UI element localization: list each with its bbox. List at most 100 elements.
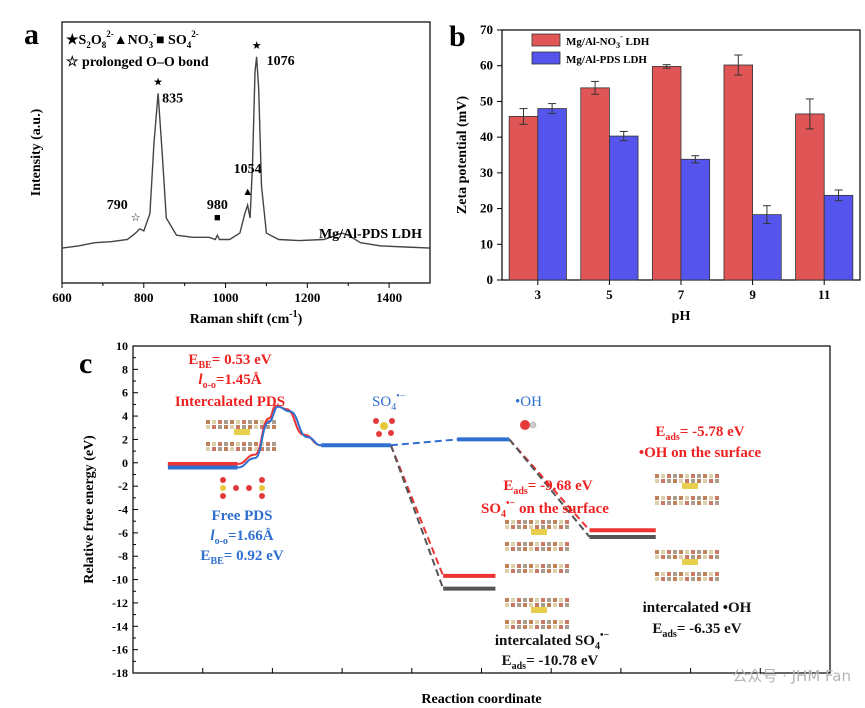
atom — [709, 555, 713, 559]
atom — [517, 542, 521, 546]
panel-b-zeta-chart: b 0 10 20 30 40 50 60 70 Zeta potential (mV) 3 5 7 9… — [449, 20, 861, 324]
atom — [547, 598, 551, 602]
y-tick-label: 10 — [480, 236, 493, 251]
atom — [505, 603, 509, 607]
label-eads-intercalated-oh-main: E — [652, 621, 662, 637]
atom — [517, 569, 521, 573]
atom — [206, 447, 210, 451]
atom — [559, 569, 563, 573]
oh-surface-structure — [655, 474, 719, 483]
atom — [511, 520, 515, 524]
label-eads-so4-surface: Eads= -9.68 eV — [503, 478, 592, 497]
intercalated-pds-structure — [206, 420, 276, 429]
legend-species-part: ■ SO — [156, 33, 187, 48]
atom — [691, 577, 695, 581]
label-eads-oh-surface: Eads= -5.78 eV — [655, 424, 744, 443]
label-ebe-free-sub: BE — [210, 556, 224, 567]
y-tick-label: 40 — [480, 129, 493, 144]
x-axis-label-main: Raman shift (cm — [190, 312, 290, 327]
atom — [685, 496, 689, 500]
label-ebe-intercalated-rest: = 0.53 eV — [212, 352, 272, 368]
label-loo-intercalated-rest: =1.45Å — [216, 372, 262, 388]
atom — [511, 620, 515, 624]
intercalated-so4-structure — [505, 598, 569, 607]
atom — [230, 425, 234, 429]
atom — [709, 550, 713, 554]
atom — [248, 447, 252, 451]
legend-prolonged-bond: ☆ prolonged O–O bond — [66, 54, 209, 70]
atom — [691, 496, 695, 500]
atom — [505, 598, 509, 602]
atom — [224, 420, 228, 424]
atom — [559, 620, 563, 624]
atom — [206, 425, 210, 429]
oh-surface-structure-molecule — [682, 483, 698, 489]
atom — [661, 555, 665, 559]
intercalated-oh-structure-molecule — [682, 559, 698, 565]
atom — [220, 485, 226, 491]
atom — [565, 520, 569, 524]
label-eads-so4-surface-rest: = -9.68 eV — [528, 478, 593, 494]
atom — [505, 569, 509, 573]
atom — [559, 564, 563, 568]
atom — [673, 555, 677, 559]
bar-pds — [537, 108, 567, 281]
atom — [553, 598, 557, 602]
label-loo-free-main: l — [210, 528, 215, 544]
label-so4-radical-sub: 4 — [391, 402, 396, 413]
atom — [661, 550, 665, 554]
atom — [553, 625, 557, 629]
label-so4-surface-sub: 4 — [501, 509, 506, 520]
x-tick-label: 5 — [606, 287, 613, 302]
label-intercalated-so4-main: intercalated SO — [495, 633, 595, 649]
atom — [541, 603, 545, 607]
legend-swatch — [531, 51, 561, 65]
atom — [667, 550, 671, 554]
atom — [697, 577, 701, 581]
atom — [547, 547, 551, 551]
bar-nitrate — [723, 64, 754, 281]
x-tick-label: 3 — [535, 287, 542, 302]
atom — [236, 447, 240, 451]
atom — [220, 493, 226, 499]
peak-label-790: 790 — [107, 198, 128, 213]
atom — [547, 564, 551, 568]
legend-label-rest: LDH — [623, 36, 650, 48]
atom — [673, 474, 677, 478]
atom — [655, 550, 659, 554]
atom — [272, 447, 276, 451]
atom — [254, 447, 258, 451]
x-axis-label: Reaction coordinate — [421, 692, 541, 707]
atom — [661, 577, 665, 581]
y-tick-label: 2 — [122, 432, 128, 446]
atom — [655, 572, 659, 576]
atom — [380, 422, 388, 430]
atom — [218, 447, 222, 451]
atom — [535, 542, 539, 546]
atom — [565, 625, 569, 629]
atom — [715, 550, 719, 554]
legend-label-sub: 3 — [616, 41, 620, 50]
atom — [655, 496, 659, 500]
atom — [679, 572, 683, 576]
legend-label: Mg/Al-NO3- LDH — [566, 32, 650, 50]
atom — [697, 555, 701, 559]
atom — [715, 577, 719, 581]
y-tick-label: -8 — [118, 549, 128, 563]
atom — [517, 625, 521, 629]
atom — [703, 474, 707, 478]
x-tick-label: 1200 — [294, 290, 320, 305]
atom — [529, 564, 533, 568]
atom — [260, 420, 264, 424]
peak-label-980: 980 — [207, 198, 228, 213]
atom — [212, 420, 216, 424]
x-tick-label: 1000 — [213, 290, 239, 305]
atom — [373, 418, 379, 424]
atom — [679, 496, 683, 500]
atom — [697, 479, 701, 483]
atom — [511, 598, 515, 602]
atom — [511, 547, 515, 551]
atom — [547, 603, 551, 607]
atom — [559, 603, 563, 607]
atom — [565, 564, 569, 568]
